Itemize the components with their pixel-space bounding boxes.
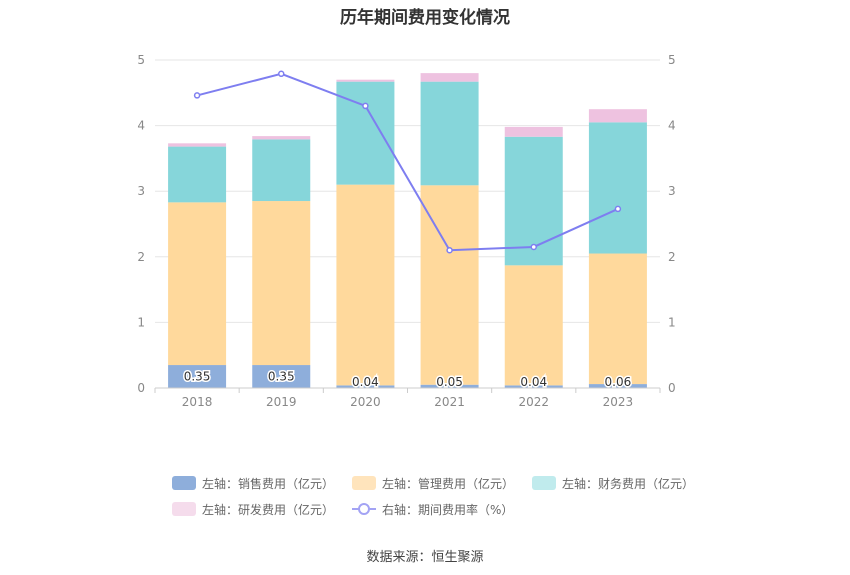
- bar-data-label: 0.35: [184, 370, 211, 384]
- legend-swatch: [352, 476, 376, 490]
- bar-segment: [168, 146, 227, 203]
- x-tick-label: 2023: [603, 395, 634, 409]
- bar-segment: [504, 265, 563, 386]
- rate-point: [530, 243, 537, 251]
- legend-item-rnd[interactable]: 左轴：研发费用（亿元）: [172, 501, 334, 518]
- y-tick-label-right: 5: [668, 53, 676, 67]
- bar-segment: [420, 81, 479, 186]
- bar-segment: [168, 365, 227, 388]
- bar-segment: [252, 136, 311, 140]
- legend-swatch: [172, 476, 196, 490]
- legend-line-icon: [352, 503, 377, 515]
- legend-label: 左轴：管理费用（亿元）: [382, 476, 515, 491]
- legend-item-admin[interactable]: 左轴：管理费用（亿元）: [352, 475, 514, 492]
- y-tick-label-left: 3: [137, 184, 145, 198]
- bar-data-label: 0.04: [520, 375, 547, 389]
- rate-point: [446, 246, 453, 254]
- rate-line-path: [196, 72, 619, 252]
- x-tick-label: 2020: [350, 395, 381, 409]
- rate-point: [614, 205, 622, 213]
- bar-segment: [252, 201, 311, 366]
- y-tick-label-right: 2: [668, 250, 676, 264]
- bar-data-label: 0.35: [268, 370, 295, 384]
- y-tick-label-right: 1: [668, 315, 676, 329]
- bar-segment: [504, 126, 563, 137]
- y-tick-label-right: 4: [668, 119, 676, 133]
- bar-segment: [168, 143, 227, 147]
- legend-label: 右轴：期间费用率（%）: [382, 502, 514, 517]
- x-tick-label: 2021: [434, 395, 465, 409]
- bar-segment: [252, 139, 311, 202]
- x-tick-label: 2022: [518, 395, 549, 409]
- bars: [168, 73, 647, 388]
- legend-swatch: [532, 476, 556, 490]
- bar-segment: [336, 385, 395, 388]
- bar-segment: [588, 253, 647, 385]
- rate-point: [362, 102, 369, 110]
- source-note: 数据来源：恒生聚源: [366, 550, 484, 565]
- y-tick-label-left: 1: [137, 315, 145, 329]
- bar-segment: [504, 385, 563, 388]
- legend-item-finance[interactable]: 左轴：财务费用（亿元）: [532, 475, 694, 492]
- data-labels: 0.35 0.35 0.04 0.05 0.04 0.06: [182, 368, 633, 390]
- rate-point: [193, 92, 201, 99]
- gridlines: [155, 59, 660, 323]
- legend-row: 左轴：销售费用（亿元） 左轴：管理费用（亿元） 左轴：财务费用（亿元）: [172, 470, 712, 496]
- bar-segment: [168, 202, 227, 366]
- legend-item-sales[interactable]: 左轴：销售费用（亿元）: [172, 475, 334, 492]
- y-tick-label-right: 3: [668, 184, 676, 198]
- bar-segment: [336, 79, 395, 82]
- legend-label: 左轴：研发费用（亿元）: [202, 502, 335, 517]
- legend-label: 左轴：销售费用（亿元）: [202, 476, 335, 491]
- bar-data-label: 0.05: [436, 375, 463, 389]
- axes: 0 0 1 1 2 2 3 3 4 4 5 5 2018 2019 2020 2021 2022 2023: [137, 53, 675, 409]
- bar-segment: [588, 384, 647, 388]
- bar-segment: [588, 122, 647, 254]
- rate-line: [193, 70, 622, 254]
- bar-data-label: 0.06: [605, 375, 632, 389]
- bar-data-label: 0.04: [352, 375, 379, 389]
- bar-segment: [588, 109, 647, 123]
- bar-segment: [420, 384, 479, 388]
- x-tick-label: 2019: [266, 395, 297, 409]
- rate-point: [278, 70, 285, 78]
- chart-title: 历年期间费用变化情况: [340, 8, 510, 28]
- bar-segment: [336, 184, 395, 386]
- legend-item-rate[interactable]: 右轴：期间费用率（%）: [352, 501, 513, 518]
- y-tick-label-right: 0: [668, 381, 676, 395]
- x-tick-label: 2018: [182, 395, 213, 409]
- legend-label: 左轴：财务费用（亿元）: [562, 476, 695, 491]
- bar-segment: [420, 73, 479, 82]
- legend-row: 左轴：研发费用（亿元） 右轴：期间费用率（%）: [172, 496, 712, 522]
- y-tick-label-left: 2: [137, 250, 145, 264]
- y-tick-label-left: 4: [137, 119, 145, 133]
- legend-swatch: [172, 502, 196, 516]
- y-tick-label-left: 5: [137, 53, 145, 67]
- bar-segment: [252, 365, 311, 388]
- y-tick-label-left: 0: [137, 381, 145, 395]
- legend: 左轴：销售费用（亿元） 左轴：管理费用（亿元） 左轴：财务费用（亿元） 左轴：研…: [172, 470, 712, 522]
